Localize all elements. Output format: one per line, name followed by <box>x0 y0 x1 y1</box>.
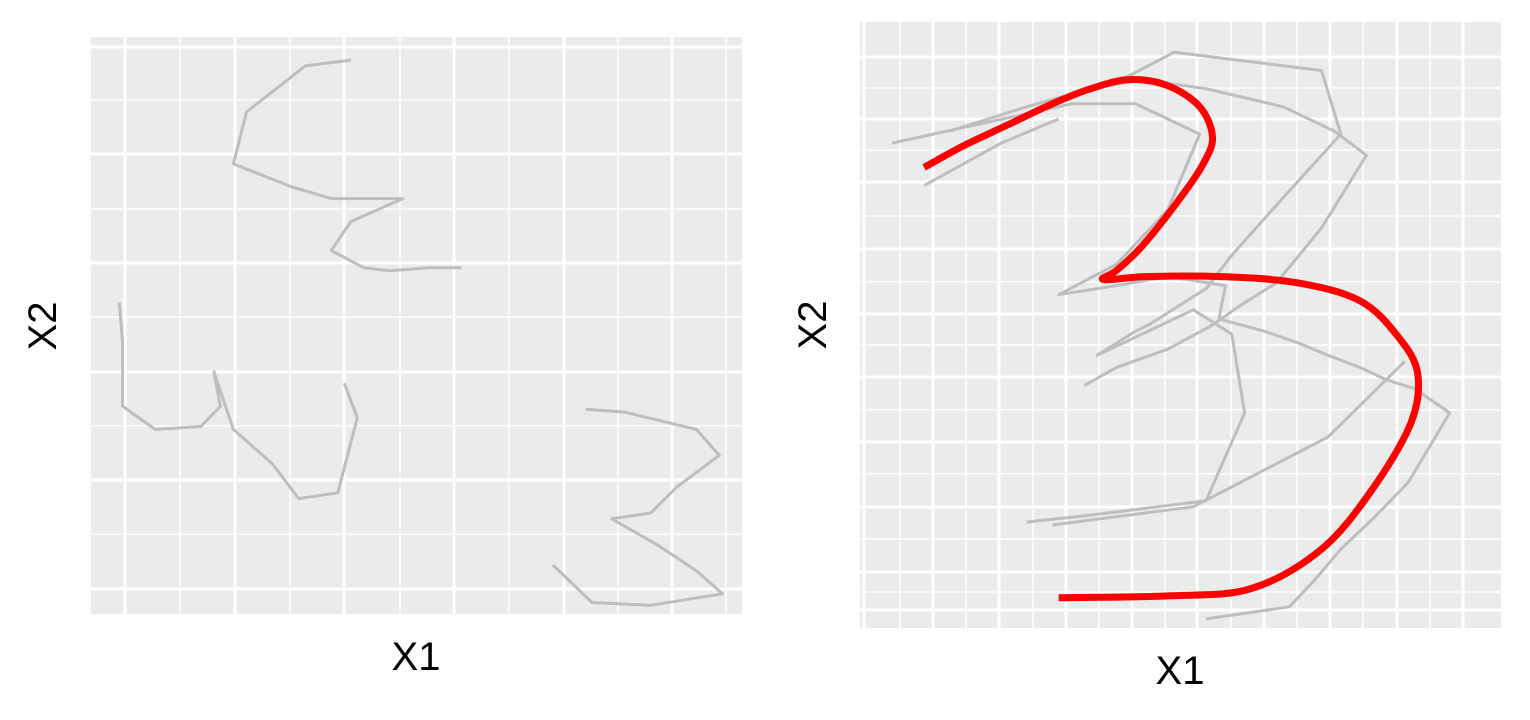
left-series-line-2 <box>117 302 359 501</box>
left-series-line-3 <box>551 407 724 607</box>
left-panel-series-lines <box>117 58 724 607</box>
right-plot-panel <box>860 22 1501 628</box>
left-panel-gridlines <box>89 37 782 614</box>
right-series-line-5 <box>923 117 1060 187</box>
left-plot-panel <box>89 37 782 614</box>
right-panel-gridlines <box>860 22 1501 628</box>
right-x-axis-title: X1 <box>1156 649 1205 693</box>
right-panel-series-lines <box>891 50 1452 621</box>
left-panel-background <box>90 37 742 614</box>
red-highlight-curve <box>922 76 1423 602</box>
right-y-axis-title: X2 <box>791 301 835 350</box>
left-x-axis-title: X1 <box>392 635 441 679</box>
right-series-line-4 <box>1052 360 1406 527</box>
right-series-line-1 <box>891 102 1452 621</box>
left-y-axis-title: X2 <box>21 302 65 351</box>
right-series-line-3 <box>1026 50 1343 524</box>
right-panel-background <box>860 22 1501 628</box>
left-series-line-1 <box>231 58 462 273</box>
